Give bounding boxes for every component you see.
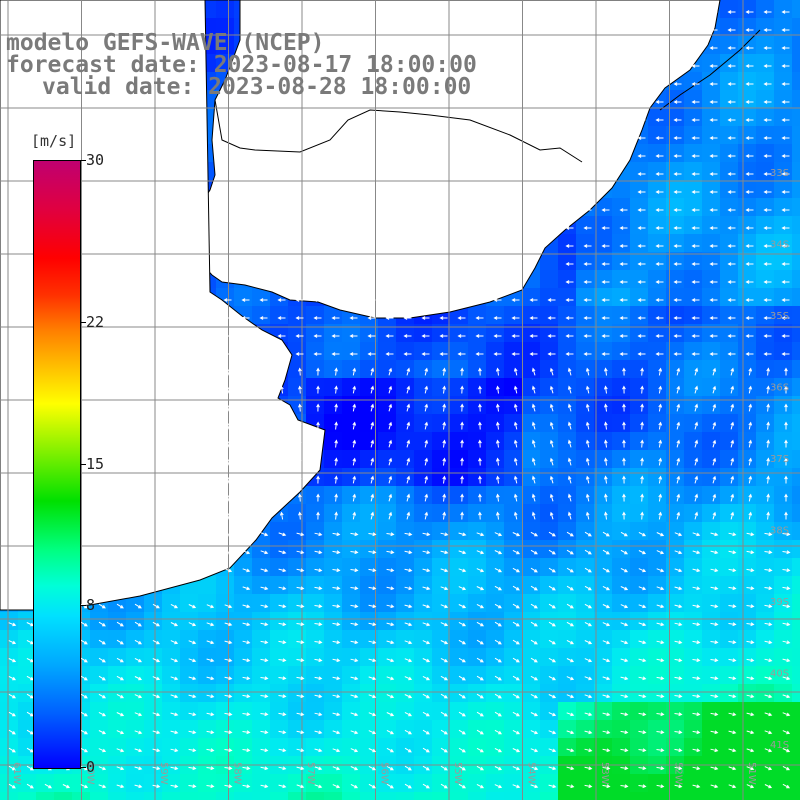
colorbar [33,160,81,769]
lon-label-55W: 55W [452,762,463,785]
lat-label-37S: 37S [770,454,789,465]
lon-label-52W: 52W [673,762,684,785]
lat-label-38S: 38S [770,526,789,537]
lon-label-58W: 58W [232,762,243,785]
lon-label-60W: 60W [85,762,96,785]
lon-label-57W: 57W [305,762,316,785]
coastline [214,29,761,163]
colorbar-tick [80,463,86,465]
lat-label-33S: 33S [770,168,789,179]
lat-label-36S: 36S [770,383,789,394]
lon-label-56W: 56W [379,762,390,785]
colorbar-tick [80,605,86,607]
colorbar-tick [80,767,86,768]
lat-label-34S: 34S [770,240,789,251]
lat-label-35S: 35S [770,311,789,322]
lat-label-40S: 40S [770,669,789,680]
lon-label-51W: 51W [746,762,757,785]
colorbar-tick [80,321,86,323]
lon-label-59W: 59W [158,762,169,785]
colorbar-tick [80,160,86,161]
colorbar-label-8: 8 [86,596,96,615]
colorbar-label-15: 15 [86,454,105,473]
lat-label-39S: 39S [770,597,789,608]
colorbar-label-0: 0 [86,758,96,776]
latitude-labels: 33S 34S 35S 36S 37S 38S 39S 40S 41S [770,168,789,751]
longitude-labels: 61W 60W 59W 58W 57W 56W 55W 54W 53W 52W 51W [11,762,757,785]
lon-label-53W: 53W [599,762,610,785]
lat-label-41S: 41S [770,740,789,751]
forecast-date: forecast date: 2023-08-17 18:00:00 [6,52,477,78]
colorbar-label-30: 30 [86,151,105,169]
colorbar-label-22: 22 [86,312,105,331]
valid-date: valid date: 2023-08-28 18:00:00 [42,74,472,100]
colorbar-unit: [m/s] [31,132,77,150]
land-mass [0,0,721,319]
lon-label-54W: 54W [526,762,537,785]
lon-label-61W: 61W [11,762,22,785]
model-title: modelo GEFS-WAVE (NCEP) [6,30,325,56]
